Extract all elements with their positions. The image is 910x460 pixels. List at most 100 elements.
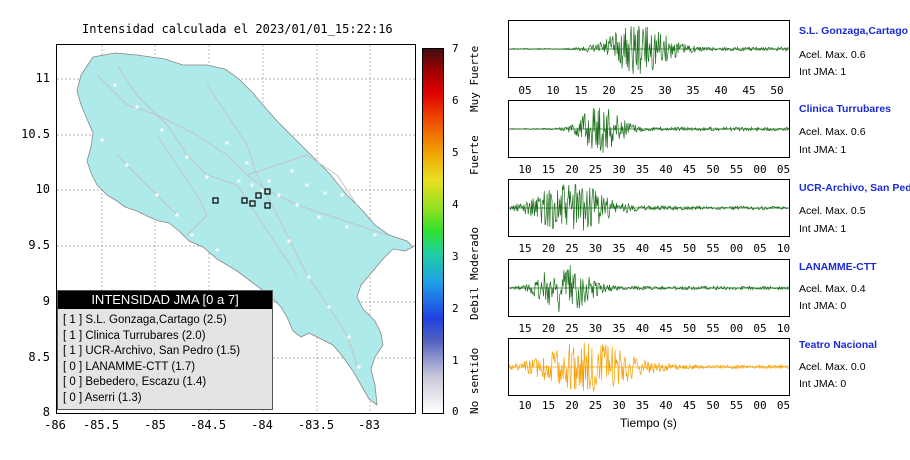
waveform-trace <box>509 25 789 75</box>
lon-tick: -83.5 <box>297 418 335 432</box>
x-tick-label: 00 <box>753 399 767 412</box>
colorbar-label: Debil <box>468 286 481 320</box>
trace-x-ticks: 15 20 25 30 35 40 45 50 55 00 05 10 <box>508 242 798 256</box>
x-tick-label: 15 <box>518 242 532 255</box>
x-tick-label: 30 <box>588 322 603 335</box>
x-tick-label: 05 <box>776 163 791 176</box>
x-tick-label: 45 <box>742 84 756 97</box>
jma-intensity: Int JMA: 1 <box>799 223 847 235</box>
x-tick-label: 00 <box>753 163 767 176</box>
x-tick-label: 05 <box>753 322 767 335</box>
accel-max: Acel. Max. 0.0 <box>799 361 866 373</box>
x-tick-label: 25 <box>630 84 644 97</box>
x-tick-label: 40 <box>635 242 650 255</box>
trace-panel <box>508 179 790 237</box>
x-tick-label: 30 <box>588 242 603 255</box>
accel-max: Acel. Max. 0.6 <box>799 49 866 61</box>
trace-x-ticks: 10 15 20 25 30 35 40 45 50 55 00 05 <box>508 399 798 413</box>
colorbar-tick: 7 <box>452 42 459 55</box>
accel-max: Acel. Max. 0.4 <box>799 283 866 295</box>
x-tick-label: 10 <box>776 242 791 255</box>
trace-panel <box>508 20 790 78</box>
x-tick-label: 30 <box>658 84 672 97</box>
colorbar-tick: 2 <box>452 302 459 315</box>
legend-title: INTENSIDAD JMA [0 a 7] <box>58 291 272 309</box>
intensity-colorbar <box>422 48 444 414</box>
x-tick-label: 55 <box>729 399 744 412</box>
x-tick-label: 10 <box>518 399 532 412</box>
x-tick-label: 50 <box>682 322 697 335</box>
lon-tick: -85 <box>144 418 166 432</box>
x-tick-label: 40 <box>714 84 728 97</box>
waveform-line <box>509 342 789 392</box>
lat-tick: 10 <box>35 182 50 196</box>
x-tick-label: 20 <box>565 399 579 412</box>
colorbar-tick: 3 <box>452 250 459 263</box>
x-tick-label: 20 <box>541 322 556 335</box>
colorbar-tick: 4 <box>452 198 459 211</box>
colorbar-tick: 5 <box>452 146 459 159</box>
jma-intensity: Int JMA: 0 <box>799 378 847 390</box>
legend-row: [ 0 ] Aserri (1.3) <box>63 391 142 404</box>
x-tick-label: 05 <box>776 399 791 412</box>
legend-row: [ 1 ] UCR-Archivo, San Pedro (1.5) <box>63 345 241 357</box>
x-tick-label: 55 <box>706 322 720 335</box>
jma-intensity: Int JMA: 1 <box>799 144 847 156</box>
x-tick-label: 25 <box>588 399 603 412</box>
x-tick-label: 10 <box>776 322 791 335</box>
lat-tick: 11 <box>35 71 50 85</box>
waveform-trace <box>509 107 789 153</box>
waveform-trace <box>509 265 789 313</box>
legend-row: [ 0 ] Bebedero, Escazu (1.4) <box>63 376 207 388</box>
trace-panel <box>508 100 790 158</box>
station-name: UCR-Archivo, San Pedro <box>799 182 910 194</box>
x-tick-label: 00 <box>729 322 744 335</box>
lat-tick: 8.5 <box>28 350 50 364</box>
x-tick-label: 45 <box>682 163 697 176</box>
lat-tick: 10.5 <box>21 127 50 141</box>
x-tick-label: 40 <box>635 322 650 335</box>
x-tick-label: 15 <box>541 399 556 412</box>
x-tick-label: 15 <box>574 84 588 97</box>
colorbar-label: Moderado <box>468 227 481 280</box>
lon-tick: -86 <box>44 418 66 432</box>
x-tick-label: 50 <box>682 242 697 255</box>
accel-max: Acel. Max. 0.5 <box>799 205 866 217</box>
accel-max: Acel. Max. 0.6 <box>799 126 866 138</box>
trace-x-ticks: 10 15 20 25 30 35 40 45 50 55 00 05 <box>508 163 798 177</box>
lat-tick: 8 <box>42 405 50 419</box>
legend-row: [ 1 ] Clinica Turrubares (2.0) <box>63 329 206 342</box>
x-tick-label: 20 <box>565 163 579 176</box>
x-tick-label: 10 <box>546 84 560 97</box>
jma-intensity: Int JMA: 0 <box>799 300 847 312</box>
trace-x-ticks: 15 20 25 30 35 40 45 50 55 00 05 10 <box>508 322 798 336</box>
x-tick-label: 50 <box>706 399 720 412</box>
x-tick-label: 45 <box>659 322 673 335</box>
station-marker <box>212 197 219 204</box>
lon-tick: -85.5 <box>82 418 120 432</box>
trace-panel <box>508 338 790 396</box>
x-tick-label: 35 <box>612 242 626 255</box>
waveform-line <box>509 25 789 75</box>
legend-row: [ 1 ] S.L. Gonzaga,Cartago (2.5) <box>63 314 227 326</box>
lat-tick: 9 <box>42 294 50 308</box>
colorbar-label: No sentido <box>468 347 481 414</box>
station-name: LANAMME-CTT <box>799 261 877 273</box>
x-tick-label: 35 <box>612 322 626 335</box>
x-tick-label: 25 <box>588 163 603 176</box>
waveform-trace <box>509 342 789 392</box>
trace-panel <box>508 259 790 317</box>
lon-tick: -83 <box>358 418 380 432</box>
map-title: Intensidad calculada el 2023/01/01_15:22… <box>82 22 393 36</box>
station-name: Teatro Nacional <box>799 339 877 351</box>
x-tick-label: 55 <box>706 242 720 255</box>
waveform-line <box>509 265 789 313</box>
waveform-line <box>509 107 789 153</box>
x-tick-label: 35 <box>635 399 650 412</box>
station-marker <box>264 188 271 195</box>
lat-tick: 9.5 <box>28 238 50 252</box>
colorbar-tick: 1 <box>452 354 459 367</box>
station-name: S.L. Gonzaga,Cartago <box>799 25 909 37</box>
station-marker <box>241 197 248 204</box>
x-tick-label: 05 <box>518 84 532 97</box>
